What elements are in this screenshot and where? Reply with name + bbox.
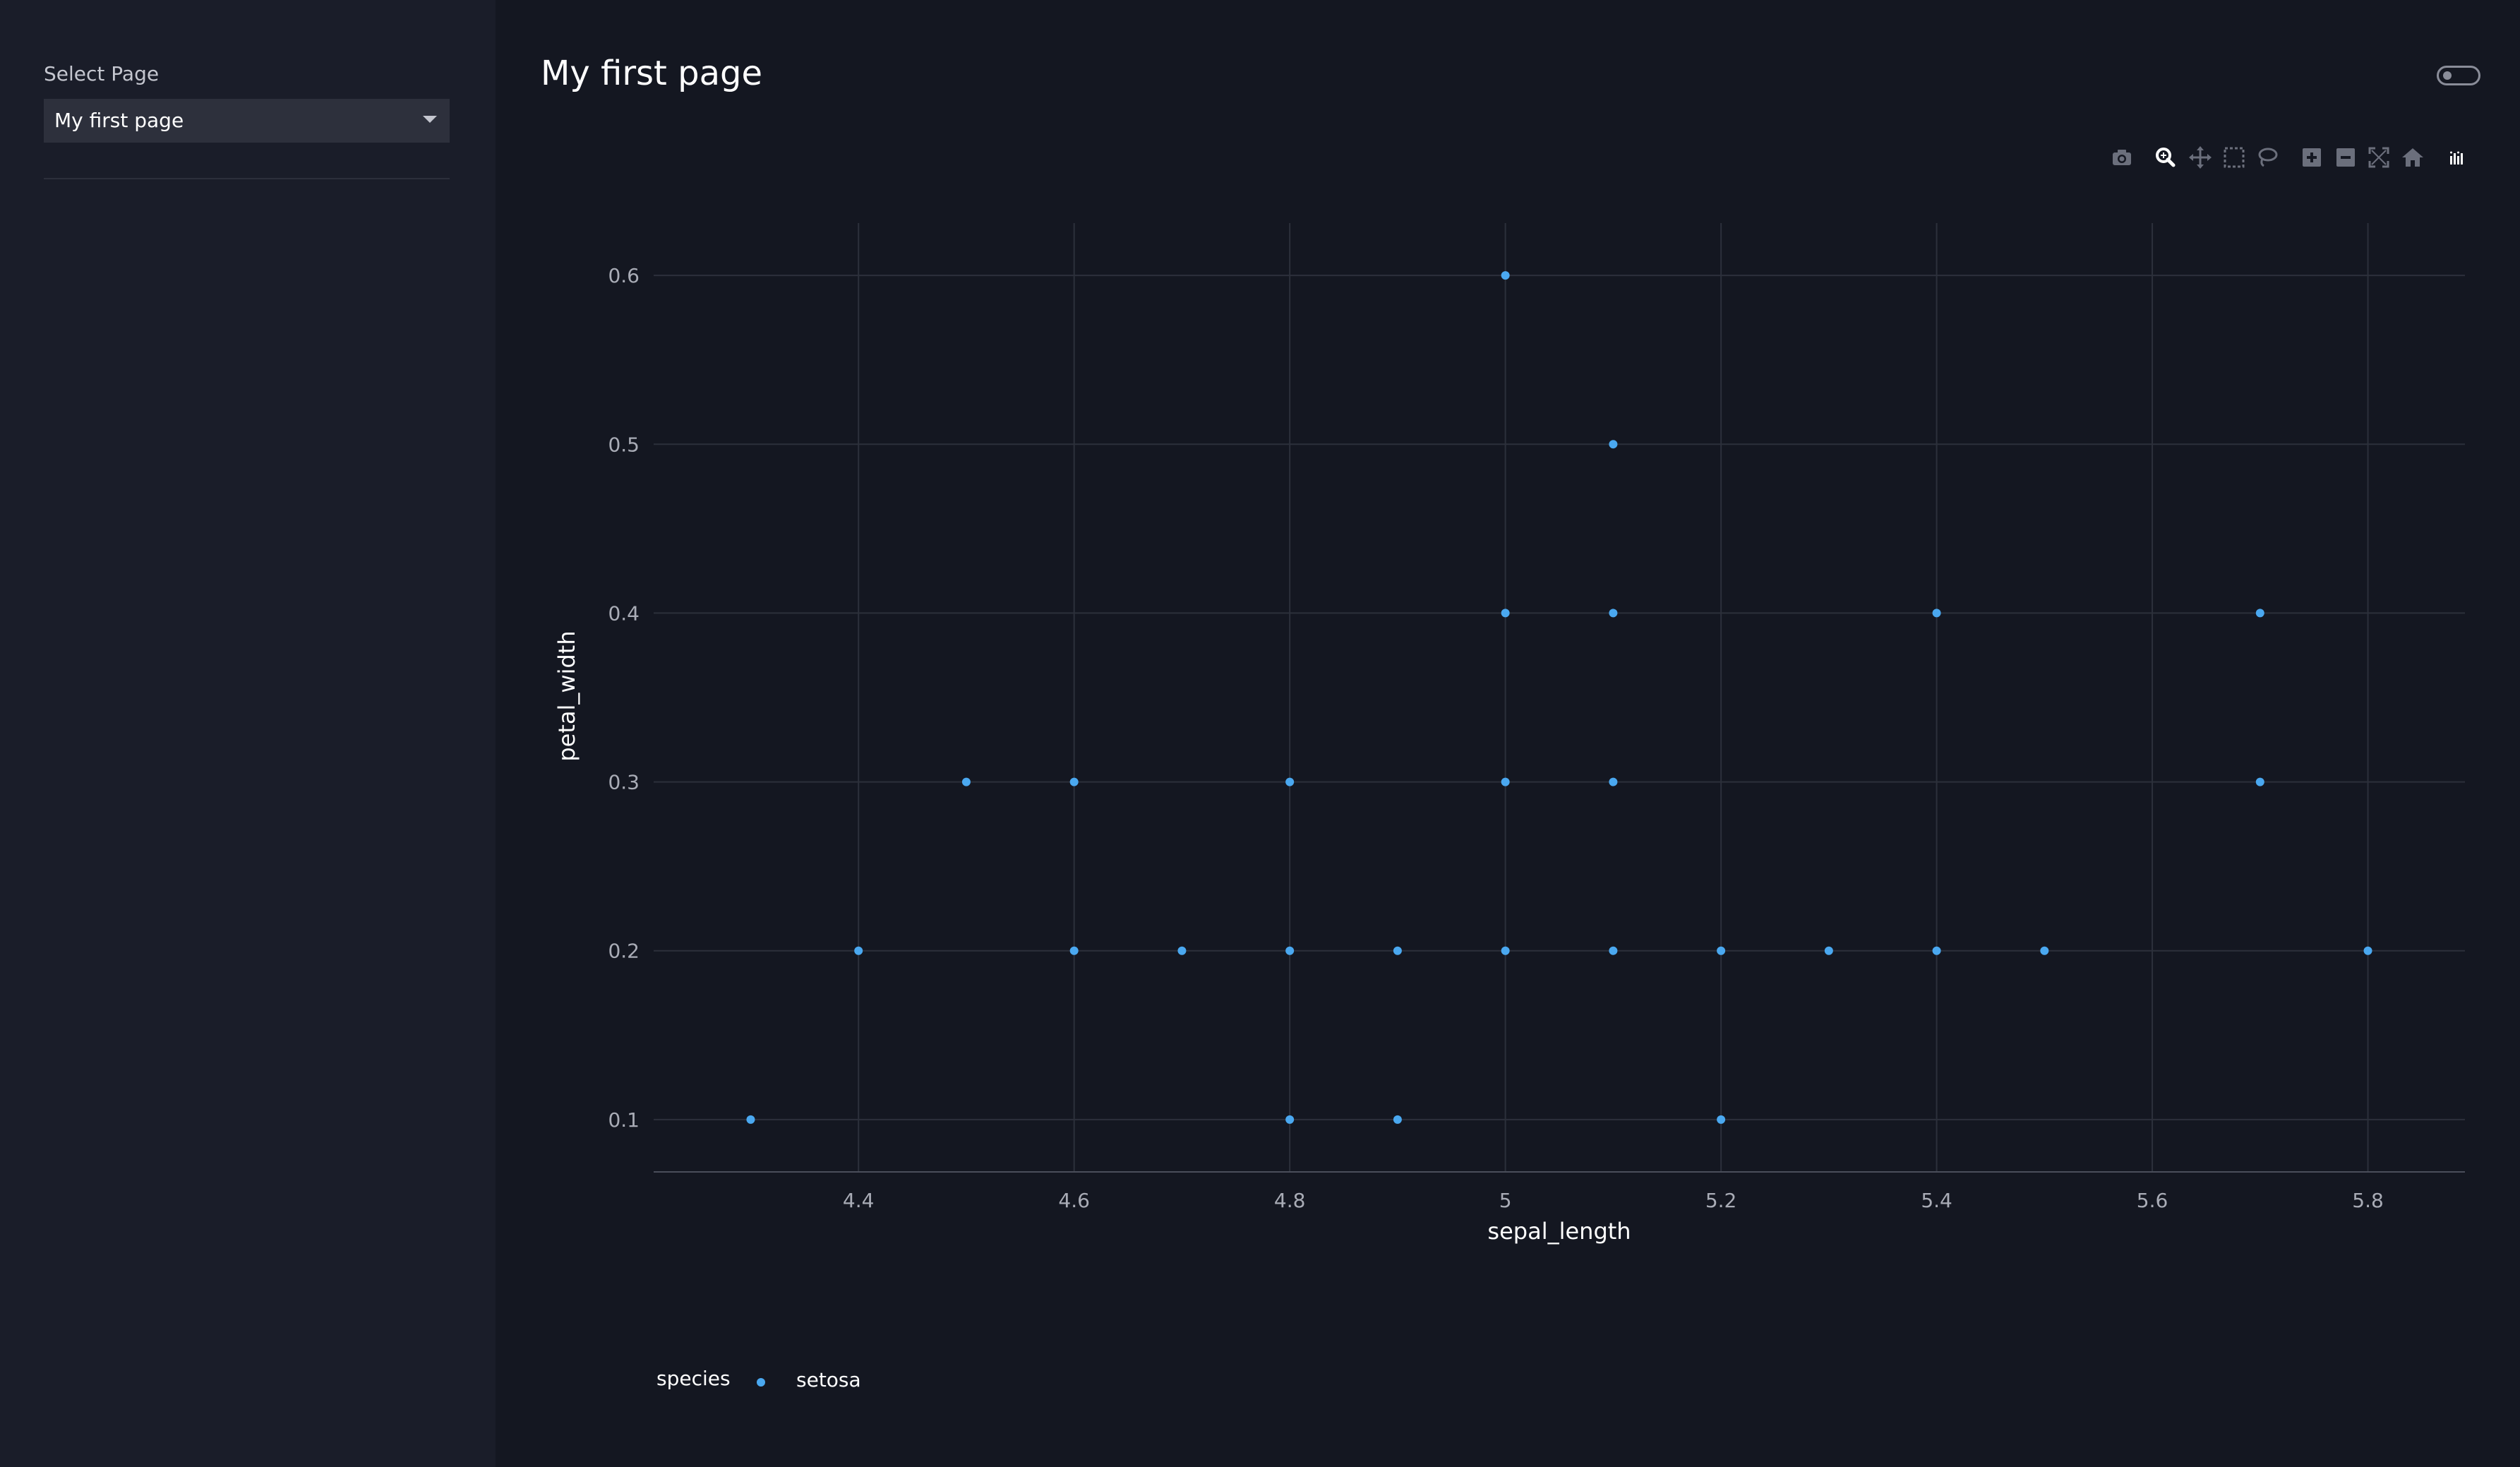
sidebar: Select Page My first page — [0, 0, 496, 1467]
data-point[interactable] — [1285, 1115, 1295, 1124]
data-points — [746, 271, 2372, 1124]
data-point[interactable] — [1069, 946, 1079, 955]
pan-icon[interactable] — [2186, 145, 2214, 170]
autoscale-icon[interactable] — [2365, 145, 2393, 170]
data-point[interactable] — [746, 1115, 755, 1124]
y-axis-label: petal_width — [553, 630, 580, 761]
data-point[interactable] — [1609, 440, 1618, 449]
x-tick-label: 5.6 — [2137, 1189, 2168, 1212]
data-point[interactable] — [1717, 946, 1726, 955]
theme-toggle[interactable] — [2437, 66, 2480, 85]
data-point[interactable] — [2255, 777, 2264, 786]
data-point[interactable] — [1932, 946, 1941, 955]
x-tick-label: 5.8 — [2352, 1189, 2384, 1212]
data-point[interactable] — [1501, 946, 1510, 955]
y-tick-label: 0.5 — [608, 433, 640, 456]
page-title: My first page — [541, 54, 763, 93]
x-tick-label: 4.8 — [1274, 1189, 1306, 1212]
plotly-logo-icon[interactable] — [2442, 145, 2471, 170]
data-point[interactable] — [1824, 946, 1833, 955]
data-point[interactable] — [1393, 946, 1402, 955]
data-point[interactable] — [2040, 946, 2049, 955]
data-point[interactable] — [1609, 946, 1618, 955]
zoom-out-icon[interactable] — [2331, 145, 2359, 170]
box-select-icon[interactable] — [2220, 145, 2248, 170]
y-tick-label: 0.2 — [608, 940, 640, 963]
x-tick-label: 5.2 — [1705, 1189, 1737, 1212]
x-tick-label: 5 — [1499, 1189, 1512, 1212]
scatter-chart[interactable]: 4.4 4.6 4.8 5 5.2 5.4 5.6 5.8 0.1 0.2 0.3 0.4 0.5 0.6… — [496, 0, 2520, 1467]
legend-label: setosa — [796, 1368, 861, 1391]
x-axis-label: sepal_length — [1487, 1218, 1631, 1245]
chevron-down-icon — [423, 116, 437, 123]
data-point[interactable] — [1501, 777, 1510, 786]
gridlines — [654, 223, 2465, 1172]
zoom-icon[interactable] — [2152, 145, 2180, 170]
page-select-value: My first page — [54, 109, 184, 132]
data-point[interactable] — [1069, 777, 1079, 786]
zoom-in-icon[interactable] — [2297, 145, 2325, 170]
data-point[interactable] — [2363, 946, 2372, 955]
data-point[interactable] — [1501, 609, 1510, 618]
reset-axes-icon[interactable] — [2399, 145, 2427, 170]
data-point[interactable] — [961, 777, 971, 786]
data-point[interactable] — [2255, 609, 2264, 618]
data-point[interactable] — [854, 946, 863, 955]
legend-marker — [757, 1378, 765, 1387]
x-tick-label: 4.4 — [843, 1189, 875, 1212]
data-point[interactable] — [1501, 271, 1510, 280]
data-point[interactable] — [1285, 777, 1295, 786]
data-point[interactable] — [1609, 609, 1618, 618]
y-tick-label: 0.6 — [608, 264, 640, 287]
toggle-knob — [2443, 71, 2452, 80]
data-point[interactable] — [1609, 777, 1618, 786]
data-point[interactable] — [1393, 1115, 1402, 1124]
x-tick-label: 4.6 — [1058, 1189, 1090, 1212]
sidebar-divider — [44, 178, 450, 179]
y-tick-label: 0.3 — [608, 771, 640, 794]
axes: 4.4 4.6 4.8 5 5.2 5.4 5.6 5.8 0.1 0.2 0.3 0.4 0.5 0.6 — [608, 264, 2465, 1212]
y-tick-label: 0.1 — [608, 1108, 640, 1132]
legend-title: species — [656, 1367, 731, 1390]
data-point[interactable] — [1285, 946, 1295, 955]
main-content: My first page — [496, 0, 2520, 1467]
select-page-label: Select Page — [44, 62, 160, 85]
x-tick-label: 5.4 — [1921, 1189, 1952, 1212]
data-point[interactable] — [1717, 1115, 1726, 1124]
data-point[interactable] — [1177, 946, 1187, 955]
data-point[interactable] — [1932, 609, 1941, 618]
camera-icon[interactable] — [2108, 145, 2136, 170]
page-select-dropdown[interactable]: My first page — [44, 99, 450, 143]
lasso-select-icon[interactable] — [2253, 145, 2281, 170]
y-tick-label: 0.4 — [608, 601, 640, 625]
